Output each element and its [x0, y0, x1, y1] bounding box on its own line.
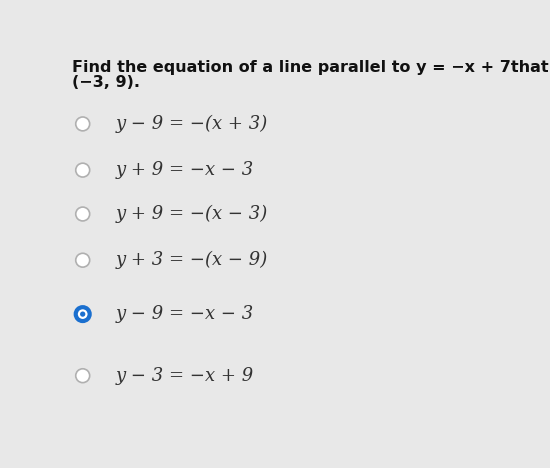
Text: y − 9 = −x − 3: y − 9 = −x − 3	[116, 305, 254, 323]
Circle shape	[76, 369, 90, 383]
Circle shape	[76, 117, 90, 131]
Text: (−3, 9).: (−3, 9).	[72, 75, 140, 90]
Circle shape	[76, 163, 90, 177]
Circle shape	[76, 207, 90, 221]
Circle shape	[80, 312, 85, 317]
Text: Find the equation of a line parallel to y = −x + 7that passes through the point: Find the equation of a line parallel to …	[72, 60, 550, 75]
Circle shape	[76, 307, 90, 321]
Text: y + 9 = −x − 3: y + 9 = −x − 3	[116, 161, 254, 179]
Text: y + 3 = −(x − 9): y + 3 = −(x − 9)	[116, 251, 267, 270]
Text: y + 9 = −(x − 3): y + 9 = −(x − 3)	[116, 205, 267, 223]
Circle shape	[76, 253, 90, 267]
Text: y − 9 = −(x + 3): y − 9 = −(x + 3)	[116, 115, 267, 133]
Text: y − 3 = −x + 9: y − 3 = −x + 9	[116, 367, 254, 385]
